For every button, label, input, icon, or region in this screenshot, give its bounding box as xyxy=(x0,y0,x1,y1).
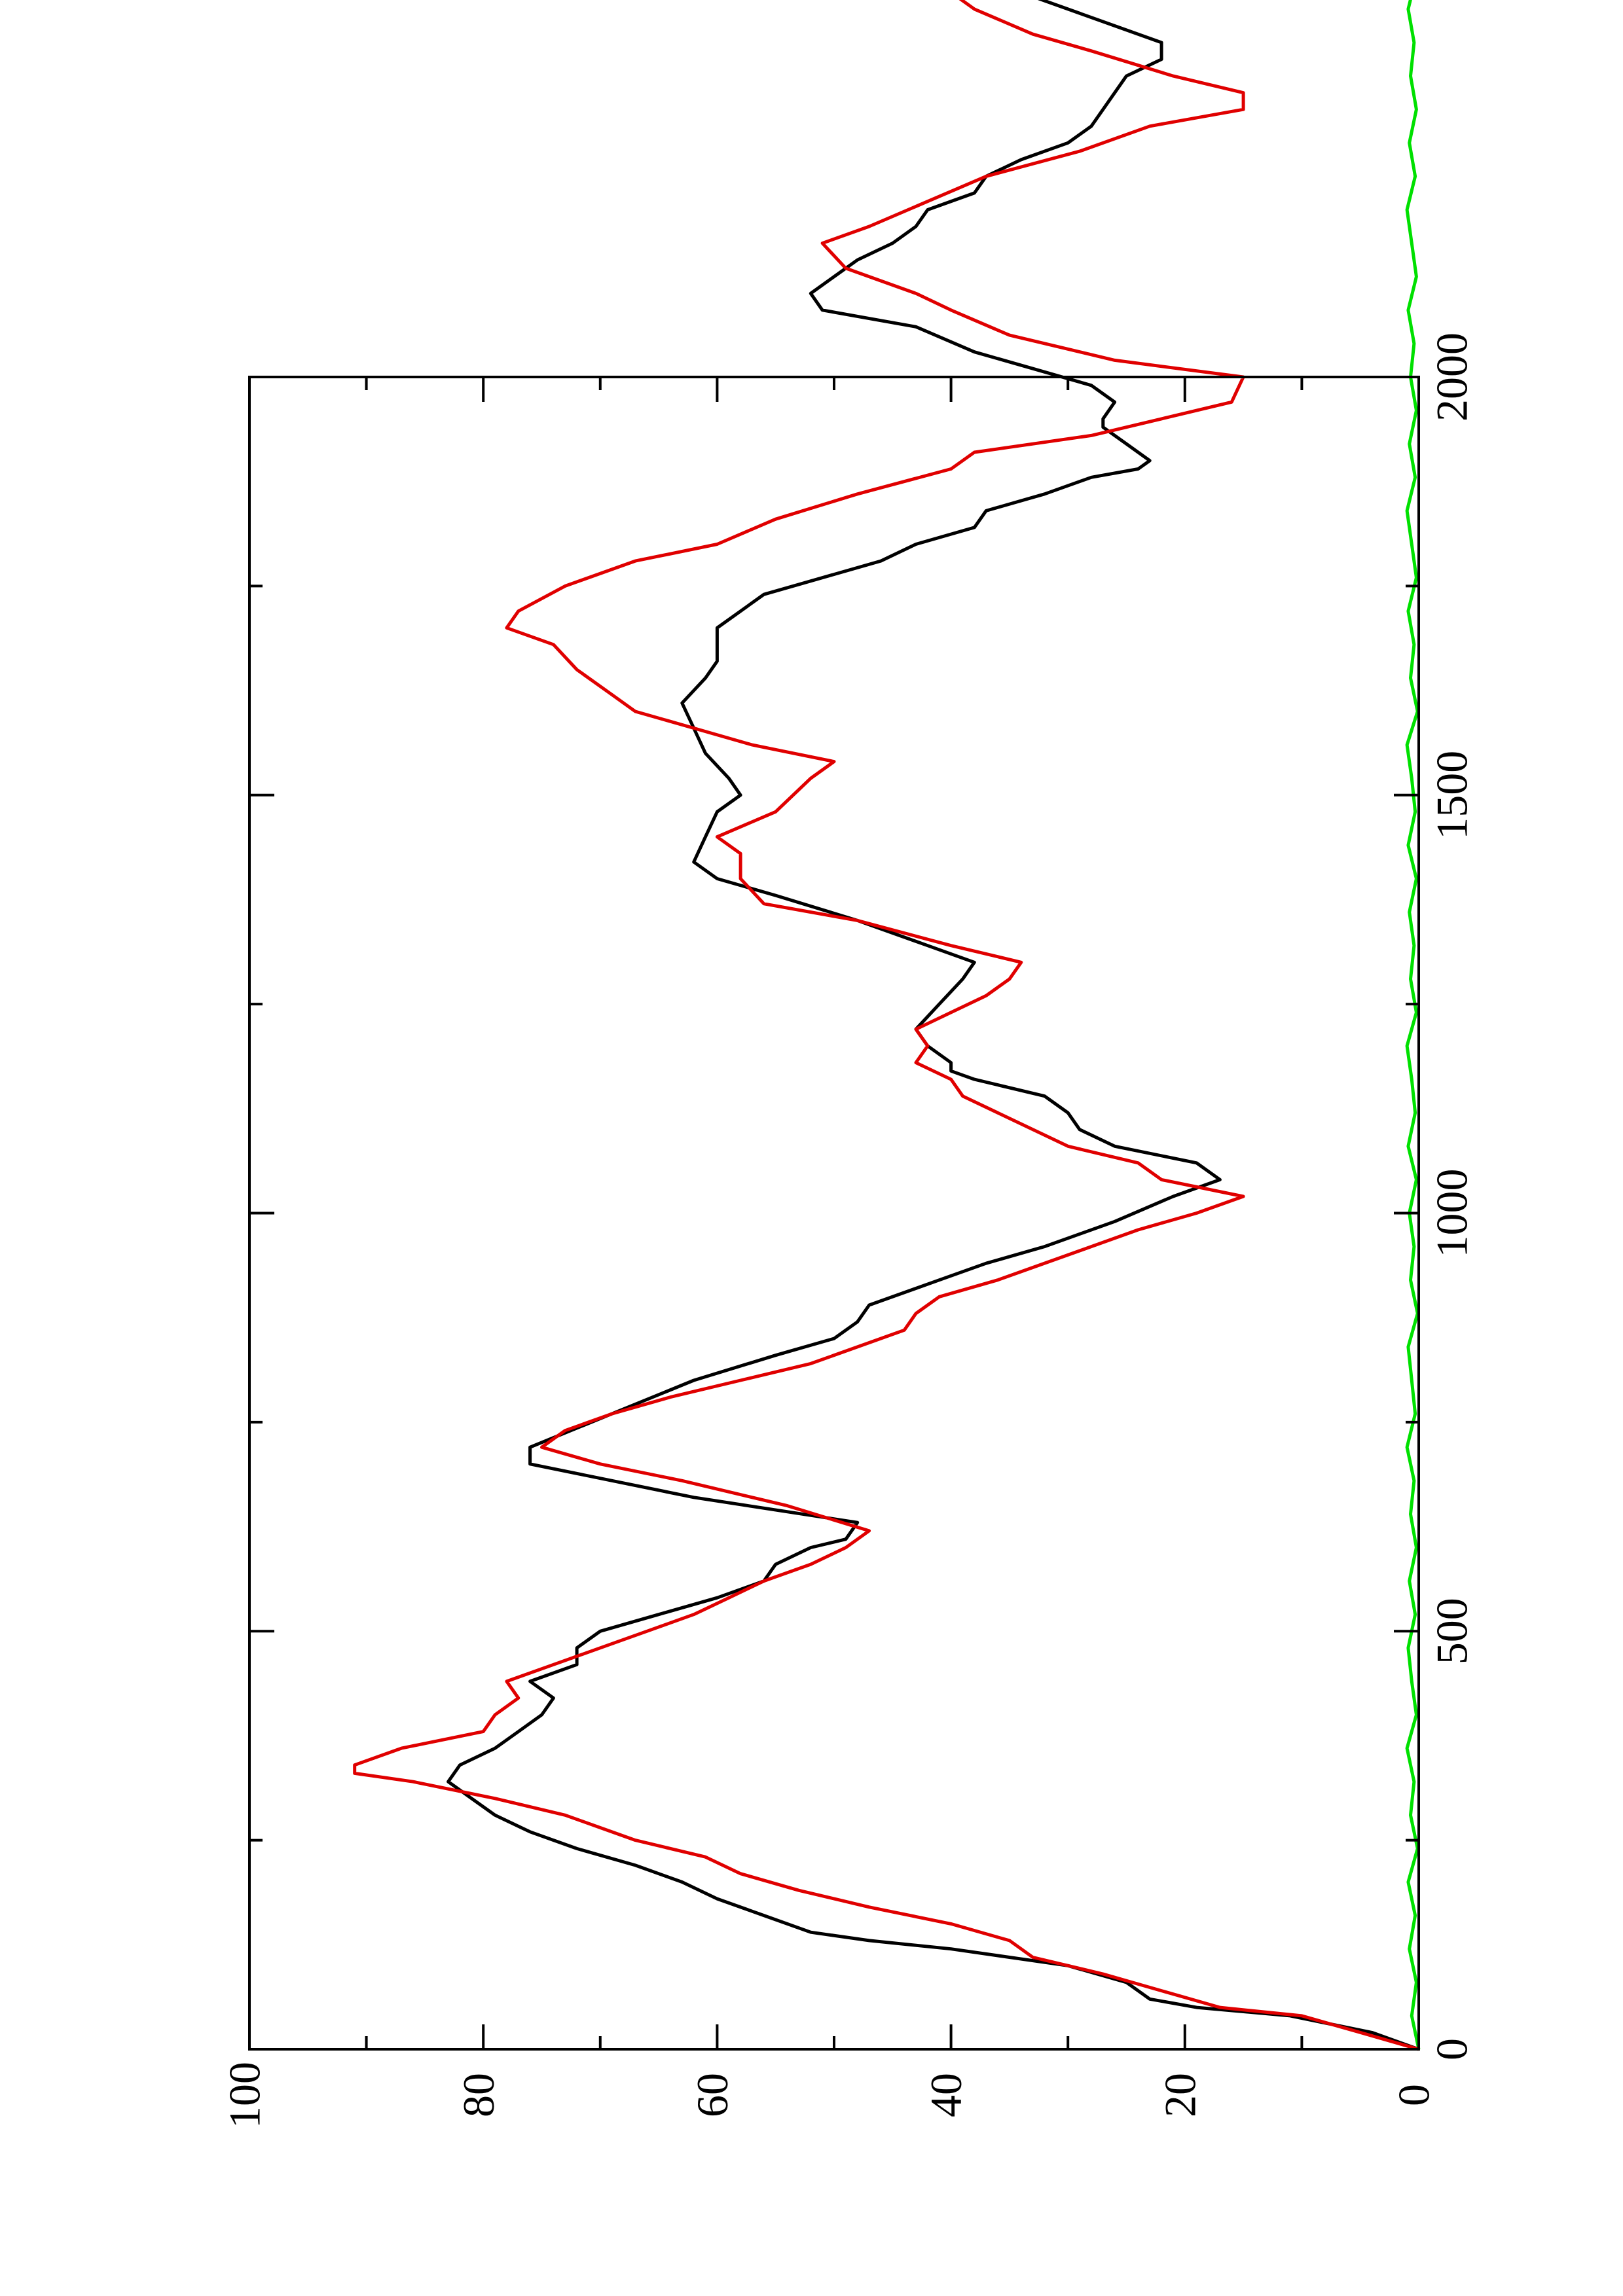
x-tick-label: 1500 xyxy=(1427,751,1477,840)
y-tick-label: 0 xyxy=(1389,2084,1439,2106)
x-tick-label: 1000 xyxy=(1427,1169,1477,1258)
y-tick-label: 20 xyxy=(1155,2073,1205,2117)
x-tick-label: 500 xyxy=(1427,1598,1477,1664)
series-line-1 xyxy=(447,0,1419,2051)
series-line-3 xyxy=(1405,0,1421,2050)
series-layer xyxy=(353,0,1421,2051)
x-tick-label: 0 xyxy=(1427,2038,1477,2060)
y-tick-label: 60 xyxy=(687,2073,737,2117)
y-tick-label: 40 xyxy=(921,2073,971,2117)
ticks-layer xyxy=(248,376,1420,2051)
series-line-2 xyxy=(353,0,1419,2051)
y-tick-label: 80 xyxy=(454,2073,503,2117)
labels-layer: 0 500 1000 1500 2000 0 20 40 60 80 100 xyxy=(220,332,1477,2128)
x-tick-label: 2000 xyxy=(1427,332,1477,422)
y-tick-label: 100 xyxy=(220,2062,270,2128)
